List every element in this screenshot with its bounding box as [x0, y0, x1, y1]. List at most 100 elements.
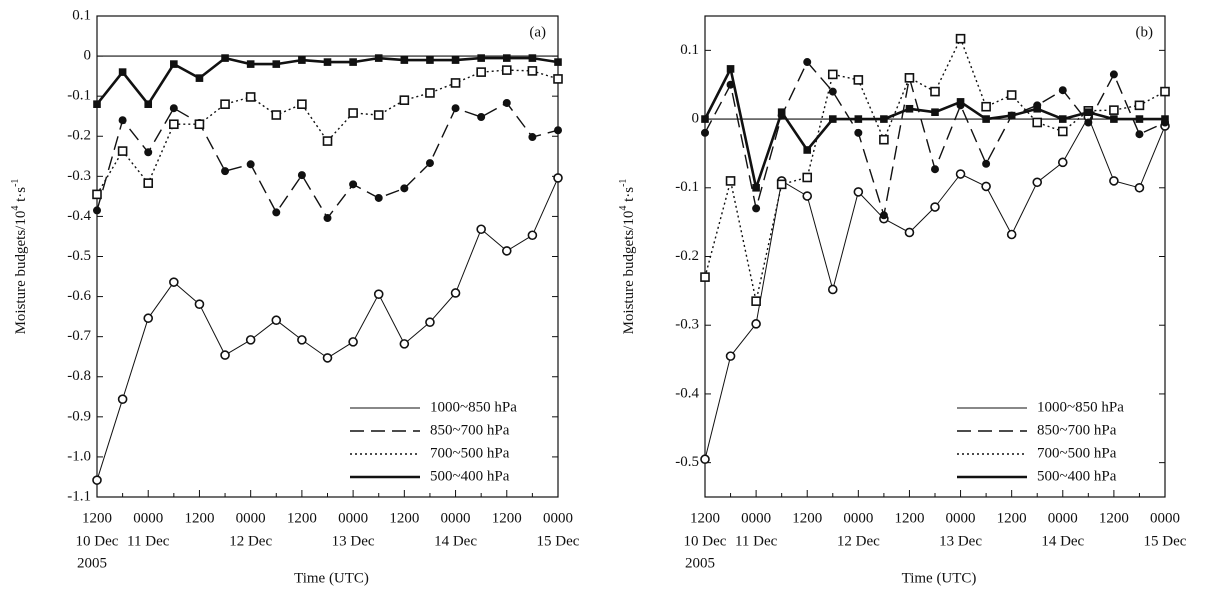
- marker: [880, 115, 888, 123]
- marker: [451, 56, 460, 64]
- marker: [450, 288, 461, 298]
- marker: [930, 86, 940, 97]
- y-tick-label: 0: [84, 48, 92, 64]
- marker: [220, 99, 230, 109]
- marker: [1110, 115, 1118, 123]
- marker: [451, 104, 460, 113]
- x-date-label: 13 Dec: [332, 533, 375, 549]
- marker: [373, 110, 384, 120]
- marker: [777, 108, 786, 116]
- marker: [1006, 229, 1017, 240]
- y-axis-title: Moisture budgets/104 t·s-1: [618, 179, 637, 335]
- marker: [554, 58, 562, 66]
- x-tick-label: 0000: [946, 510, 976, 526]
- marker: [700, 454, 710, 465]
- marker: [271, 315, 282, 326]
- marker: [1084, 108, 1093, 116]
- y-axis-title-part: Moisture budgets/10: [621, 211, 637, 335]
- legend-label: 1000~850 hPa: [430, 399, 517, 415]
- marker: [426, 56, 434, 64]
- marker: [425, 159, 434, 168]
- marker: [195, 74, 204, 82]
- legend-label: 700~500 hPa: [430, 445, 510, 461]
- y-tick-label: -0.7: [67, 328, 91, 344]
- series: [93, 54, 562, 108]
- marker: [854, 128, 863, 137]
- marker: [144, 100, 153, 108]
- x-tick-label: 0000: [1048, 510, 1078, 526]
- marker: [245, 92, 256, 102]
- marker: [700, 128, 709, 137]
- series-line: [96, 102, 559, 219]
- marker: [879, 211, 888, 220]
- marker: [501, 65, 512, 75]
- marker: [854, 115, 863, 123]
- marker: [904, 227, 915, 238]
- marker: [930, 165, 939, 174]
- marker: [956, 98, 965, 106]
- x-date-label: 15 Dec: [1144, 533, 1187, 549]
- x-date-label: 12 Dec: [837, 533, 880, 549]
- marker: [981, 101, 991, 112]
- x-tick-label: 1200: [184, 510, 214, 526]
- y-axis-title-sup: -1: [618, 179, 629, 187]
- marker: [1033, 104, 1042, 113]
- y-tick-label: -0.5: [675, 454, 699, 470]
- marker: [92, 475, 102, 485]
- marker: [92, 189, 102, 200]
- marker: [349, 58, 357, 66]
- marker: [169, 277, 179, 287]
- marker: [425, 88, 435, 98]
- marker: [1058, 115, 1067, 123]
- series: [92, 173, 563, 485]
- marker: [982, 115, 990, 123]
- marker: [400, 184, 409, 193]
- x-tick-label: 0000: [441, 510, 471, 526]
- series-line: [96, 69, 559, 195]
- marker: [828, 115, 837, 123]
- marker: [1006, 90, 1017, 100]
- marker: [118, 116, 127, 125]
- x-tick-label: 1200: [792, 510, 822, 526]
- marker: [477, 113, 486, 122]
- marker: [374, 54, 383, 62]
- marker: [169, 119, 179, 130]
- marker: [476, 224, 486, 235]
- x-date-label: 12 Dec: [229, 533, 272, 549]
- series: [92, 65, 563, 200]
- marker: [93, 100, 101, 108]
- y-tick-label: -0.3: [67, 168, 91, 184]
- y-tick-label: -1.0: [67, 448, 91, 464]
- marker: [1135, 115, 1144, 123]
- marker: [502, 98, 511, 107]
- legend-label: 850~700 hPa: [1037, 422, 1117, 438]
- marker: [297, 99, 307, 109]
- y-tick-label: -0.1: [67, 88, 91, 104]
- marker: [117, 394, 128, 404]
- y-axis-title-part: Moisture budgets/10: [13, 211, 29, 335]
- marker: [803, 58, 812, 67]
- marker: [476, 67, 486, 77]
- marker: [323, 214, 332, 223]
- marker: [752, 204, 761, 213]
- marker: [776, 179, 787, 190]
- y-tick-label: -0.1: [675, 179, 699, 195]
- x-tick-label: 1200: [997, 510, 1027, 526]
- series: [93, 98, 562, 223]
- marker: [93, 206, 102, 215]
- marker: [297, 335, 307, 345]
- marker: [527, 66, 538, 76]
- panel-label: (b): [1136, 24, 1154, 40]
- y-tick-label: -0.3: [675, 317, 699, 333]
- marker: [1109, 70, 1118, 79]
- marker: [528, 133, 537, 142]
- series: [701, 65, 1169, 192]
- x-year-label: 2005: [685, 555, 715, 571]
- marker: [803, 146, 812, 154]
- marker: [348, 108, 358, 118]
- legend-label: 700~500 hPa: [1037, 445, 1117, 461]
- marker: [751, 319, 761, 329]
- y-axis-title: Moisture budgets/104 t·s-1: [10, 179, 29, 335]
- marker: [527, 230, 538, 241]
- marker: [725, 176, 736, 186]
